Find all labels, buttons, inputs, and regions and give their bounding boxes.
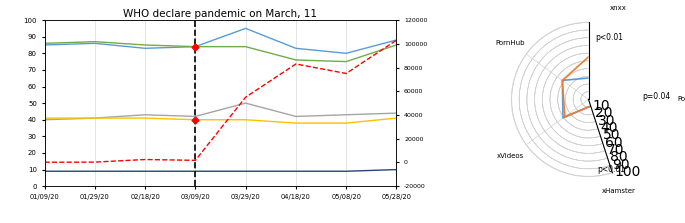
Before March 11 xyxy=(650,98,658,101)
Title: WHO declare pandemic on March, 11: WHO declare pandemic on March, 11 xyxy=(123,9,317,19)
Before March 11 xyxy=(586,105,595,107)
After March 11 xyxy=(558,79,566,82)
After March 11 xyxy=(652,98,660,101)
Text: p<0.01: p<0.01 xyxy=(597,165,625,174)
Before March 11 xyxy=(650,98,658,101)
Text: p<0.01: p<0.01 xyxy=(596,33,623,42)
After March 11 xyxy=(652,98,660,101)
Before March 11 xyxy=(558,79,566,82)
Line: After March 11: After March 11 xyxy=(562,39,656,117)
Before March 11 xyxy=(559,117,567,119)
Text: p=0.04: p=0.04 xyxy=(642,92,671,101)
Line: Before March 11: Before March 11 xyxy=(562,77,654,118)
Before March 11 xyxy=(592,76,600,79)
After March 11 xyxy=(604,38,612,41)
After March 11 xyxy=(586,105,595,107)
After March 11 xyxy=(561,115,569,118)
